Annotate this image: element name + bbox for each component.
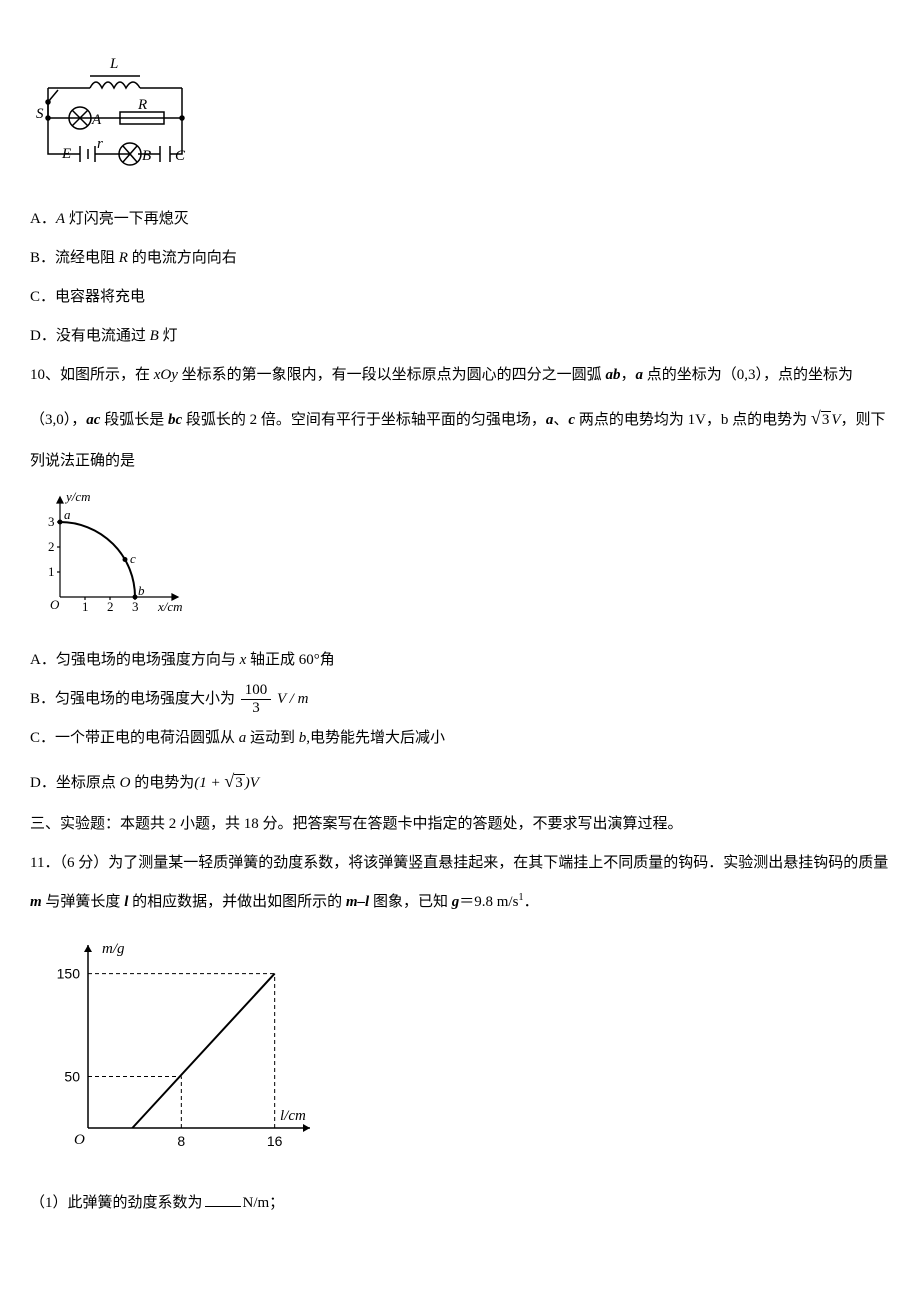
- label-S: S: [36, 106, 44, 122]
- arc-figure: y/cm x/cm 1 2 3 1 2 3 a c b O: [30, 487, 890, 631]
- sqrt-3V: √3: [811, 395, 831, 442]
- svg-text:3: 3: [132, 599, 139, 614]
- svg-text:l/cm: l/cm: [280, 1108, 306, 1124]
- svg-text:m/g: m/g: [102, 941, 125, 957]
- svg-text:50: 50: [64, 1068, 80, 1084]
- svg-text:16: 16: [267, 1133, 283, 1149]
- q10-option-C: C．一个带正电的电荷沿圆弧从 a 运动到 b,电势能先增大后减小: [30, 719, 890, 758]
- blank-input[interactable]: [205, 1191, 241, 1207]
- q10-stem: 10、如图所示，在 xOy 坐标系的第一象限内，有一段以坐标原点为圆心的四分之一…: [30, 356, 890, 481]
- svg-text:1: 1: [82, 599, 89, 614]
- q10-option-B: B．匀强电场的电场强度大小为 100 3 V / m: [30, 680, 890, 719]
- svg-text:150: 150: [57, 965, 81, 981]
- label-C: C: [175, 148, 186, 164]
- svg-text:1: 1: [48, 564, 55, 579]
- circuit-svg: L A R S E r B C: [30, 46, 200, 174]
- arc-ylabel: y/cm: [64, 489, 91, 504]
- label-R: R: [137, 97, 147, 113]
- label-r: r: [97, 136, 103, 152]
- q10-option-D: D．坐标原点 O 的电势为(1 + √3)V: [30, 758, 890, 805]
- q9-option-A: A．A 灯闪亮一下再熄灭: [30, 200, 890, 239]
- label-E: E: [61, 146, 71, 162]
- q9-option-C: C．电容器将充电: [30, 278, 890, 317]
- svg-text:a: a: [64, 507, 71, 522]
- svg-text:O: O: [74, 1132, 85, 1148]
- q9-option-D: D．没有电流通过 B 灯: [30, 317, 890, 356]
- circuit-figure: L A R S E r B C: [30, 46, 890, 190]
- svg-text:c: c: [130, 551, 136, 566]
- q10-option-A: A．匀强电场的电场强度方向与 x 轴正成 60°角: [30, 641, 890, 680]
- svg-text:2: 2: [48, 539, 55, 554]
- svg-text:8: 8: [177, 1133, 185, 1149]
- svg-text:2: 2: [107, 599, 114, 614]
- svg-text:b: b: [138, 583, 145, 598]
- label-B: B: [142, 148, 151, 164]
- section3-heading: 三、实验题：本题共 2 小题，共 18 分。把答案写在答题卡中指定的答题处，不要…: [30, 805, 890, 844]
- ml-chart-figure: 50 150 8 16 m/g l/cm O: [30, 928, 890, 1174]
- arc-xlabel: x/cm: [157, 599, 183, 614]
- fraction-100-3: 100 3: [241, 682, 272, 716]
- svg-text:O: O: [50, 597, 60, 612]
- q11-sub1: （1）此弹簧的劲度系数为N/m；: [30, 1184, 890, 1223]
- svg-text:3: 3: [48, 514, 55, 529]
- q11-stem: 11．（6 分）为了测量某一轻质弹簧的劲度系数，将该弹簧竖直悬挂起来，在其下端挂…: [30, 844, 890, 922]
- label-L: L: [109, 56, 118, 72]
- label-A: A: [91, 112, 102, 128]
- q9-option-B: B．流经电阻 R 的电流方向向右: [30, 239, 890, 278]
- ml-chart-svg: 50 150 8 16 m/g l/cm O: [30, 928, 330, 1158]
- arc-svg: y/cm x/cm 1 2 3 1 2 3 a c b O: [30, 487, 190, 615]
